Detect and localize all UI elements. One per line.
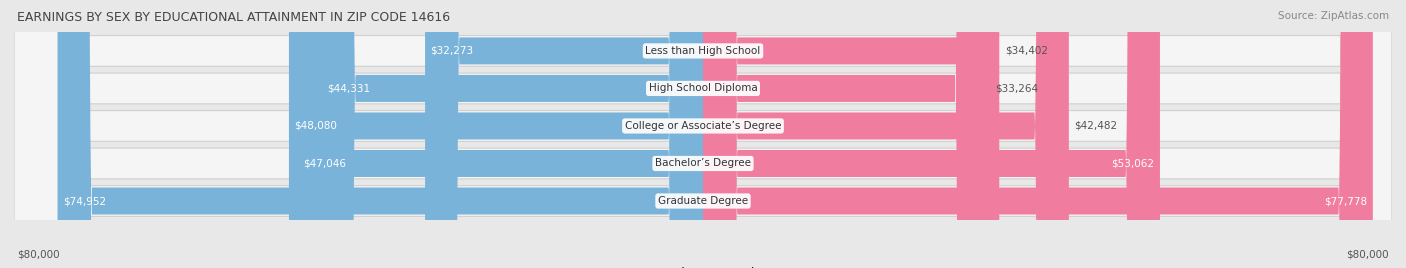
Text: $34,402: $34,402 xyxy=(1005,46,1047,56)
FancyBboxPatch shape xyxy=(703,0,990,268)
Text: Less than High School: Less than High School xyxy=(645,46,761,56)
FancyBboxPatch shape xyxy=(703,0,1372,268)
Text: $48,080: $48,080 xyxy=(294,121,337,131)
FancyBboxPatch shape xyxy=(290,0,703,268)
Text: $77,778: $77,778 xyxy=(1324,196,1367,206)
FancyBboxPatch shape xyxy=(425,0,703,268)
FancyBboxPatch shape xyxy=(703,0,1069,268)
Text: $74,952: $74,952 xyxy=(63,196,107,206)
FancyBboxPatch shape xyxy=(321,0,703,268)
Text: Source: ZipAtlas.com: Source: ZipAtlas.com xyxy=(1278,11,1389,21)
FancyBboxPatch shape xyxy=(703,0,1160,268)
FancyBboxPatch shape xyxy=(14,0,1392,268)
Text: Graduate Degree: Graduate Degree xyxy=(658,196,748,206)
Text: $33,264: $33,264 xyxy=(995,83,1038,94)
FancyBboxPatch shape xyxy=(14,0,1392,268)
Text: $32,273: $32,273 xyxy=(430,46,474,56)
Text: $44,331: $44,331 xyxy=(326,83,370,94)
Text: EARNINGS BY SEX BY EDUCATIONAL ATTAINMENT IN ZIP CODE 14616: EARNINGS BY SEX BY EDUCATIONAL ATTAINMEN… xyxy=(17,11,450,24)
Text: $47,046: $47,046 xyxy=(304,158,346,169)
FancyBboxPatch shape xyxy=(14,0,1392,268)
Text: High School Diploma: High School Diploma xyxy=(648,83,758,94)
Text: College or Associate’s Degree: College or Associate’s Degree xyxy=(624,121,782,131)
Text: $80,000: $80,000 xyxy=(17,250,59,260)
FancyBboxPatch shape xyxy=(703,0,1000,268)
FancyBboxPatch shape xyxy=(298,0,703,268)
FancyBboxPatch shape xyxy=(14,0,1392,268)
Text: $53,062: $53,062 xyxy=(1112,158,1154,169)
Text: Bachelor’s Degree: Bachelor’s Degree xyxy=(655,158,751,169)
Text: $42,482: $42,482 xyxy=(1074,121,1118,131)
Text: $80,000: $80,000 xyxy=(1347,250,1389,260)
FancyBboxPatch shape xyxy=(14,0,1392,268)
FancyBboxPatch shape xyxy=(58,0,703,268)
Legend: Male, Female: Male, Female xyxy=(638,263,768,268)
